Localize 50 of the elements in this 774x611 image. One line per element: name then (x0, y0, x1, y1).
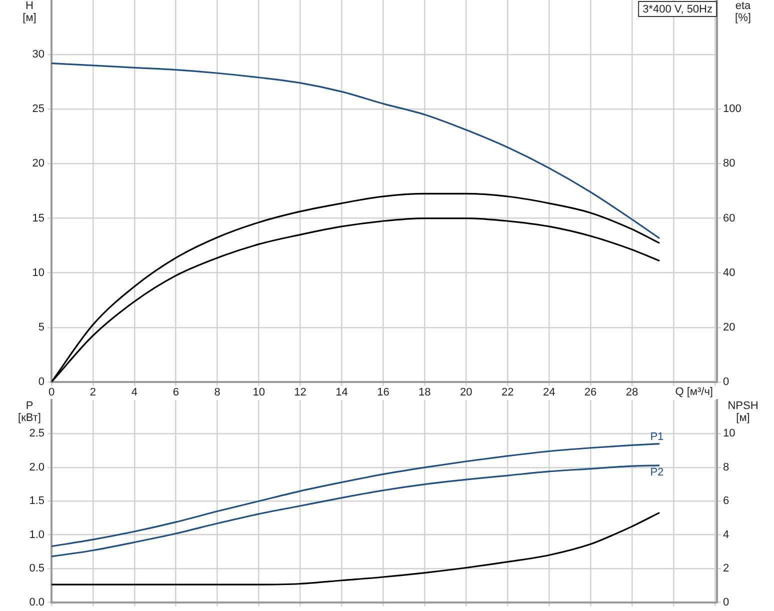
y2-tick-label: 20 (723, 321, 736, 334)
series-label: P1 (650, 430, 664, 443)
x-tick-label: 20 (460, 386, 472, 399)
y-tick-label: 0.0 (29, 596, 44, 608)
x-tick-label: 24 (542, 386, 556, 399)
y-tick-label: 2.0 (29, 461, 44, 474)
x-tick-label: 0 (48, 386, 55, 399)
y2-tick-label: 80 (723, 158, 736, 170)
x-tick-label: 18 (418, 386, 431, 399)
y2-axis-title: NPSH [м] (728, 400, 758, 424)
x-tick-label: 26 (584, 386, 597, 399)
x-tick-label: 12 (294, 386, 306, 399)
y-axis-title: P [кВт] (18, 400, 41, 424)
y2-tick-label: 40 (723, 266, 736, 279)
y2-tick-label: 10 (723, 428, 736, 440)
y2-tick-label: 0 (723, 376, 730, 388)
y2-tick-label: 4 (723, 528, 730, 541)
x-tick-label: 8 (214, 386, 220, 399)
x-tick-label: 14 (336, 386, 348, 399)
y-tick-label: 0 (38, 376, 44, 388)
y2-tick-label: 0 (723, 596, 730, 608)
x-tick-label: 10 (252, 386, 265, 399)
y-tick-label: 10 (32, 266, 44, 279)
y-tick-label: 2.5 (29, 428, 44, 440)
series-label: P2 (650, 466, 664, 478)
y2-tick-label: 6 (723, 495, 730, 508)
y-tick-label: 5 (38, 321, 44, 334)
x-tick-label: 4 (131, 386, 138, 399)
line-series (52, 62, 660, 239)
y-tick-label: 15 (32, 212, 44, 224)
x-tick-label: 28 (626, 386, 638, 399)
y-tick-label: 1.5 (29, 495, 44, 508)
x-tick-label: 6 (172, 386, 179, 399)
y2-tick-label: 60 (723, 212, 736, 224)
y2-tick-label: 8 (723, 461, 730, 474)
line-series (52, 512, 660, 586)
y2-axis-title: eta [%] (735, 0, 752, 24)
y-tick-label: 0.5 (29, 562, 44, 575)
y-tick-label: 30 (32, 48, 44, 61)
y-tick-label: 1.0 (29, 528, 44, 541)
x-tick-label: 2 (90, 386, 96, 399)
y-axis-title: H [м] (22, 0, 36, 24)
x-tick-label: 22 (501, 386, 514, 399)
y2-tick-label: 2 (723, 562, 730, 575)
x-tick-label: 16 (377, 386, 390, 399)
y-tick-label: 20 (32, 158, 44, 170)
x-axis-title: Q [м³/ч] (675, 386, 713, 398)
y2-tick-label: 100 (723, 103, 742, 116)
y-tick-label: 25 (32, 103, 44, 116)
annotation: 3*400 V, 50Hz (642, 4, 713, 16)
